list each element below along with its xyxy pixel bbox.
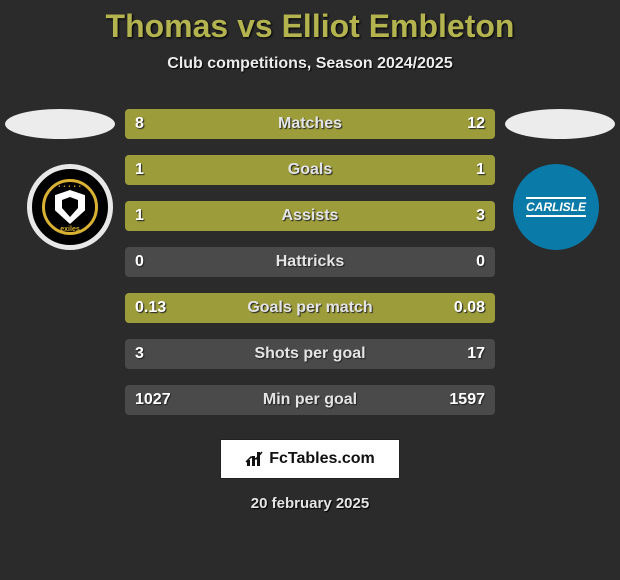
footer-brand: FcTables.com: [220, 439, 400, 479]
stat-value-right: 1597: [439, 385, 495, 415]
comparison-card: Thomas vs Elliot Embleton Club competiti…: [0, 0, 620, 580]
club-badge-right: CARLISLE: [513, 164, 599, 250]
page-title: Thomas vs Elliot Embleton: [0, 0, 620, 45]
stat-value-right: 0.08: [444, 293, 495, 323]
stat-label: Goals per match: [125, 293, 495, 323]
club-badge-right-label: CARLISLE: [526, 197, 586, 217]
stat-label: Shots per goal: [125, 339, 495, 369]
chart-icon: [245, 450, 265, 468]
stat-row: 8Matches12: [125, 109, 495, 139]
stat-label: Assists: [125, 201, 495, 231]
shield-icon: [55, 190, 85, 224]
stat-row: 1Goals1: [125, 155, 495, 185]
stat-value-right: 3: [466, 201, 495, 231]
stat-row: 1Assists3: [125, 201, 495, 231]
stats-list: 8Matches121Goals11Assists30Hattricks00.1…: [125, 109, 495, 415]
footer-date: 20 february 2025: [0, 495, 620, 512]
stat-row: 0Hattricks0: [125, 247, 495, 277]
player-avatar-left: [5, 109, 115, 139]
stat-value-right: 1: [466, 155, 495, 185]
stat-value-right: 0: [466, 247, 495, 277]
stat-label: Hattricks: [125, 247, 495, 277]
stat-row: 3Shots per goal17: [125, 339, 495, 369]
stat-row: 0.13Goals per match0.08: [125, 293, 495, 323]
club-badge-left-top-text: • • • • •: [45, 184, 95, 190]
stat-row: 1027Min per goal1597: [125, 385, 495, 415]
page-subtitle: Club competitions, Season 2024/2025: [0, 55, 620, 73]
stat-value-right: 12: [457, 109, 495, 139]
club-badge-left-inner: • • • • • exiles: [42, 179, 98, 235]
stat-value-right: 17: [457, 339, 495, 369]
stat-label: Matches: [125, 109, 495, 139]
club-badge-left-bottom-text: exiles: [45, 226, 95, 233]
stat-label: Goals: [125, 155, 495, 185]
footer-brand-text: FcTables.com: [269, 450, 375, 468]
player-avatar-right: [505, 109, 615, 139]
main-area: • • • • • exiles CARLISLE 8Matches121Goa…: [0, 109, 620, 415]
club-badge-left: • • • • • exiles: [27, 164, 113, 250]
